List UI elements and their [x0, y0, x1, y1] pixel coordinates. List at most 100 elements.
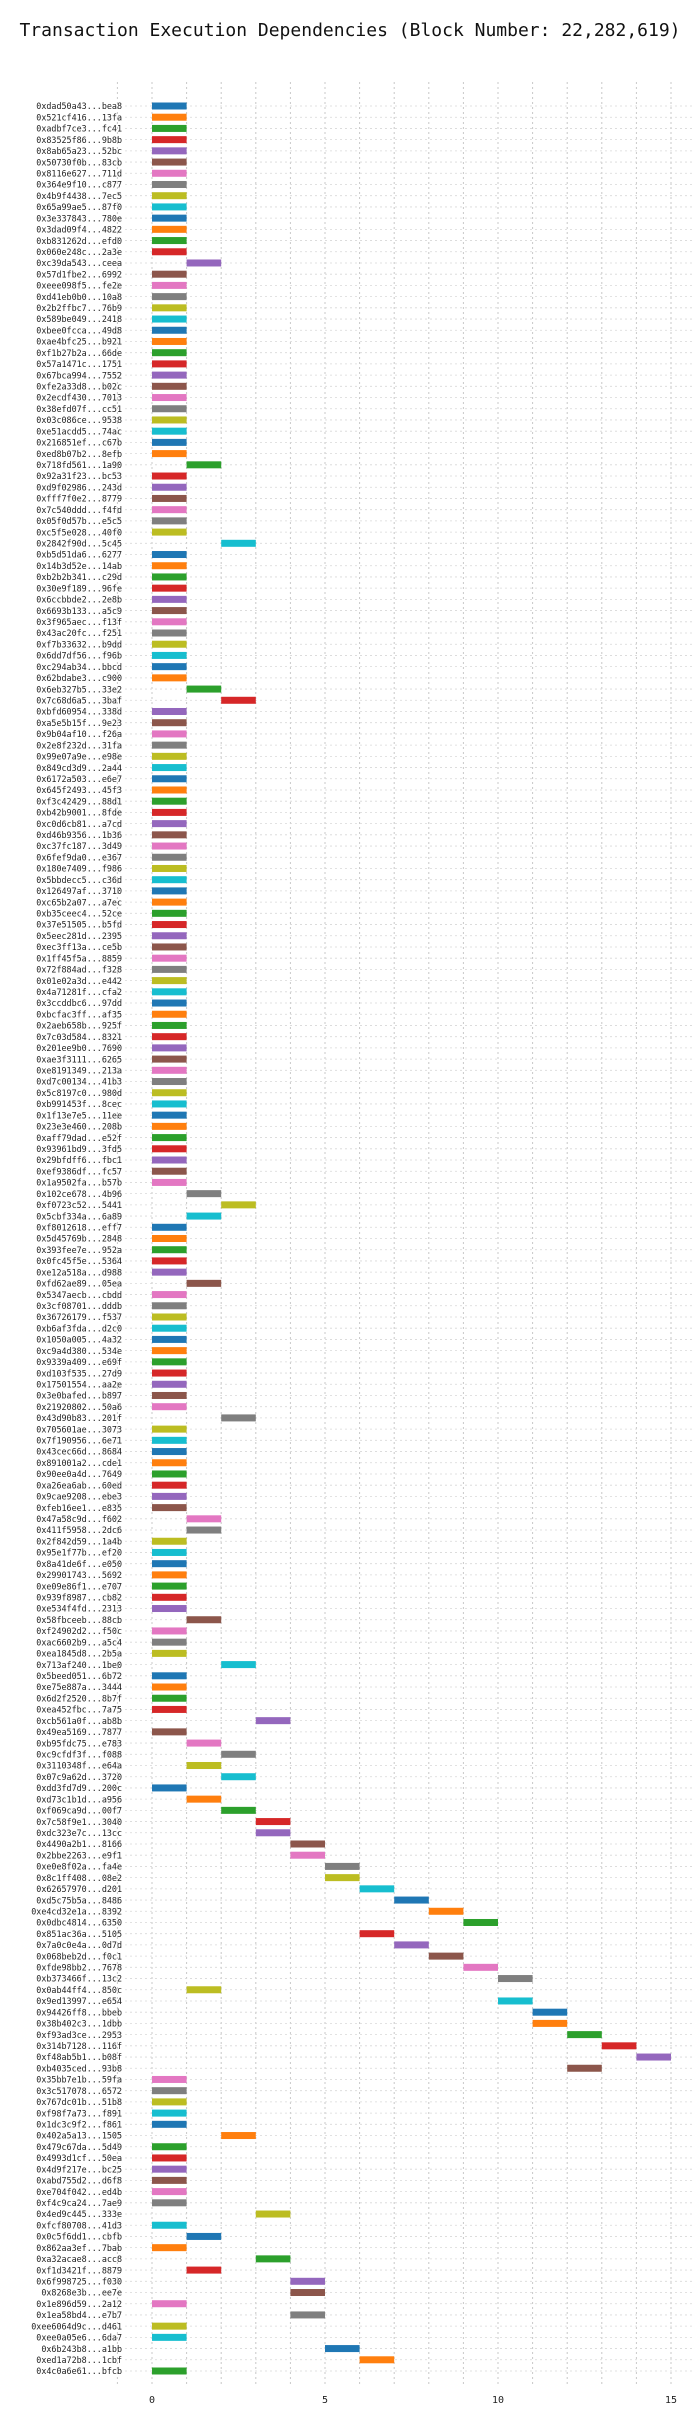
- y-tick-label: 0x3110348f...e64a: [36, 1761, 122, 1771]
- transaction-bar: [152, 1066, 187, 1074]
- y-tick-label: 0xd7c00134...41b3: [36, 1077, 122, 1087]
- y-tick-label: 0xb5d51da6...6277: [36, 550, 122, 560]
- transaction-bar: [152, 2333, 187, 2341]
- transaction-bar: [152, 237, 187, 245]
- transaction-bar: [255, 2210, 291, 2218]
- y-tick-label: 0xc65b2a07...a7ec: [36, 897, 122, 907]
- transaction-bar: [152, 1111, 187, 1119]
- transaction-bar: [152, 1313, 187, 1321]
- y-tick-label: 0x3e337843...780e: [36, 213, 122, 223]
- transaction-bar: [152, 2188, 187, 2196]
- transaction-bar: [325, 2345, 360, 2353]
- transaction-bar: [152, 775, 187, 783]
- transaction-bar: [186, 1986, 222, 1994]
- y-tick-label: 0x9ed13997...e654: [36, 1996, 122, 2006]
- y-tick-label: 0xee6064d9c...d461: [31, 2321, 122, 2331]
- transaction-bar: [152, 876, 187, 884]
- y-tick-label: 0x9339a409...e69f: [36, 1357, 122, 1367]
- y-tick-label: 0x1ea58bd4...e7b7: [36, 2310, 122, 2320]
- y-tick-label: 0xa5e5b15f...9e23: [36, 718, 122, 728]
- y-tick-label: 0x4c0a6e61...bfcb: [36, 2366, 122, 2376]
- transaction-bar: [152, 349, 187, 357]
- transaction-bar: [152, 203, 187, 211]
- y-tick-label: 0xb6af3fda...d2c0: [36, 1323, 122, 1333]
- transaction-bar: [152, 1459, 187, 1467]
- y-tick-label: 0x126497af...3710: [36, 886, 122, 896]
- transaction-bar: [152, 2244, 187, 2252]
- y-tick-label: 0x6ccbbde2...2e8b: [36, 595, 122, 605]
- y-tick-label: 0xd46b9356...1b36: [36, 830, 122, 840]
- y-tick-label: 0x2842f90d...5c45: [36, 539, 122, 549]
- transaction-bar: [152, 1593, 187, 1601]
- transaction-bar: [152, 1335, 187, 1343]
- transaction-bar: [152, 1425, 187, 1433]
- transaction-bar: [152, 1582, 187, 1590]
- y-tick-label: 0x589be049...2418: [36, 314, 122, 324]
- transaction-bar: [152, 281, 187, 289]
- y-tick-label: 0x849cd3d9...2a44: [36, 763, 122, 773]
- transaction-bar: [221, 1773, 256, 1781]
- transaction-bar: [152, 954, 187, 962]
- transaction-bar: [152, 102, 187, 110]
- transaction-bar: [152, 158, 187, 166]
- y-tick-label: 0x3e0bafed...b897: [36, 1391, 122, 1401]
- transaction-bar: [152, 427, 187, 435]
- transaction-bar: [152, 1492, 187, 1500]
- transaction-bar: [186, 1739, 222, 1747]
- transaction-bar: [152, 909, 187, 917]
- transaction-bar: [152, 1784, 187, 1792]
- transaction-bar: [152, 562, 187, 570]
- y-tick-label: 0xee0a05e6...6da7: [36, 2333, 122, 2343]
- transaction-bar: [152, 483, 187, 491]
- y-tick-label: 0x90ee0a4d...7649: [36, 1469, 122, 1479]
- transaction-bar: [359, 1885, 395, 1893]
- y-tick-label: 0xea452fbc...7a75: [36, 1705, 122, 1715]
- transaction-bar: [221, 2132, 256, 2140]
- transaction-bar: [152, 192, 187, 200]
- y-tick-label: 0x65a99ae5...87f0: [36, 202, 122, 212]
- transaction-bar: [152, 1694, 187, 1702]
- y-tick-label: 0x862aa3ef...7bab: [36, 2243, 122, 2253]
- transaction-bar: [152, 2109, 187, 2117]
- transaction-bar: [152, 438, 187, 446]
- transaction-bar: [152, 752, 187, 760]
- y-tick-label: 0x8116e627...711d: [36, 168, 122, 178]
- transaction-bar: [152, 1257, 187, 1265]
- transaction-bar: [152, 831, 187, 839]
- transaction-bar: [152, 640, 187, 648]
- transaction-bar: [152, 2165, 187, 2173]
- y-tick-label: 0x393fee7e...952a: [36, 1245, 122, 1255]
- transaction-bar: [221, 696, 256, 704]
- y-tick-label: 0xb373466f...13c2: [36, 1974, 122, 1984]
- transaction-bar: [152, 304, 187, 312]
- y-tick-label: 0x4d9f217e...bc25: [36, 2164, 122, 2174]
- y-tick-label: 0xf48ab5b1...b08f: [36, 2052, 122, 2062]
- y-tick-label: 0x36726179...f537: [36, 1312, 122, 1322]
- y-tick-label: 0x2e8f232d...31fa: [36, 740, 122, 750]
- y-tick-label: 0x05f0d57b...e5c5: [36, 516, 122, 526]
- y-tick-label: 0xc9a4d380...534e: [36, 1346, 122, 1356]
- y-tick-label: 0xd73c1b1d...a956: [36, 1794, 122, 1804]
- transaction-bar: [152, 1391, 187, 1399]
- y-tick-label: 0x03c086ce...9538: [36, 415, 122, 425]
- transaction-bar: [152, 1033, 187, 1041]
- transaction-bar: [152, 1403, 187, 1411]
- y-tick-label: 0x718fd561...1a90: [36, 460, 122, 470]
- transaction-bar: [152, 663, 187, 671]
- transaction-bar: [186, 1526, 222, 1534]
- transaction-bar: [152, 1537, 187, 1545]
- y-tick-label: 0x4ed9c445...333e: [36, 2209, 122, 2219]
- transaction-bar: [428, 1952, 464, 1960]
- transaction-bar: [152, 1078, 187, 1086]
- y-tick-label: 0x9cae9208...ebe3: [36, 1492, 122, 1502]
- y-tick-label: 0xcb561a0f...ab8b: [36, 1716, 122, 1726]
- transaction-bar: [152, 820, 187, 828]
- y-tick-label: 0x6d2f2520...8b7f: [36, 1693, 122, 1703]
- y-tick-label: 0x1050a005...4a32: [36, 1335, 122, 1345]
- y-tick-label: 0x201ee9b0...7690: [36, 1043, 122, 1053]
- y-tick-label: 0x35bb7e1b...59fa: [36, 2075, 122, 2085]
- y-tick-label: 0xa32acae8...acc8: [36, 2254, 122, 2264]
- y-tick-label: 0xa26ea6ab...60ed: [36, 1480, 122, 1490]
- transaction-bar: [186, 1212, 222, 1220]
- y-tick-label: 0xb831262d...efd0: [36, 236, 122, 246]
